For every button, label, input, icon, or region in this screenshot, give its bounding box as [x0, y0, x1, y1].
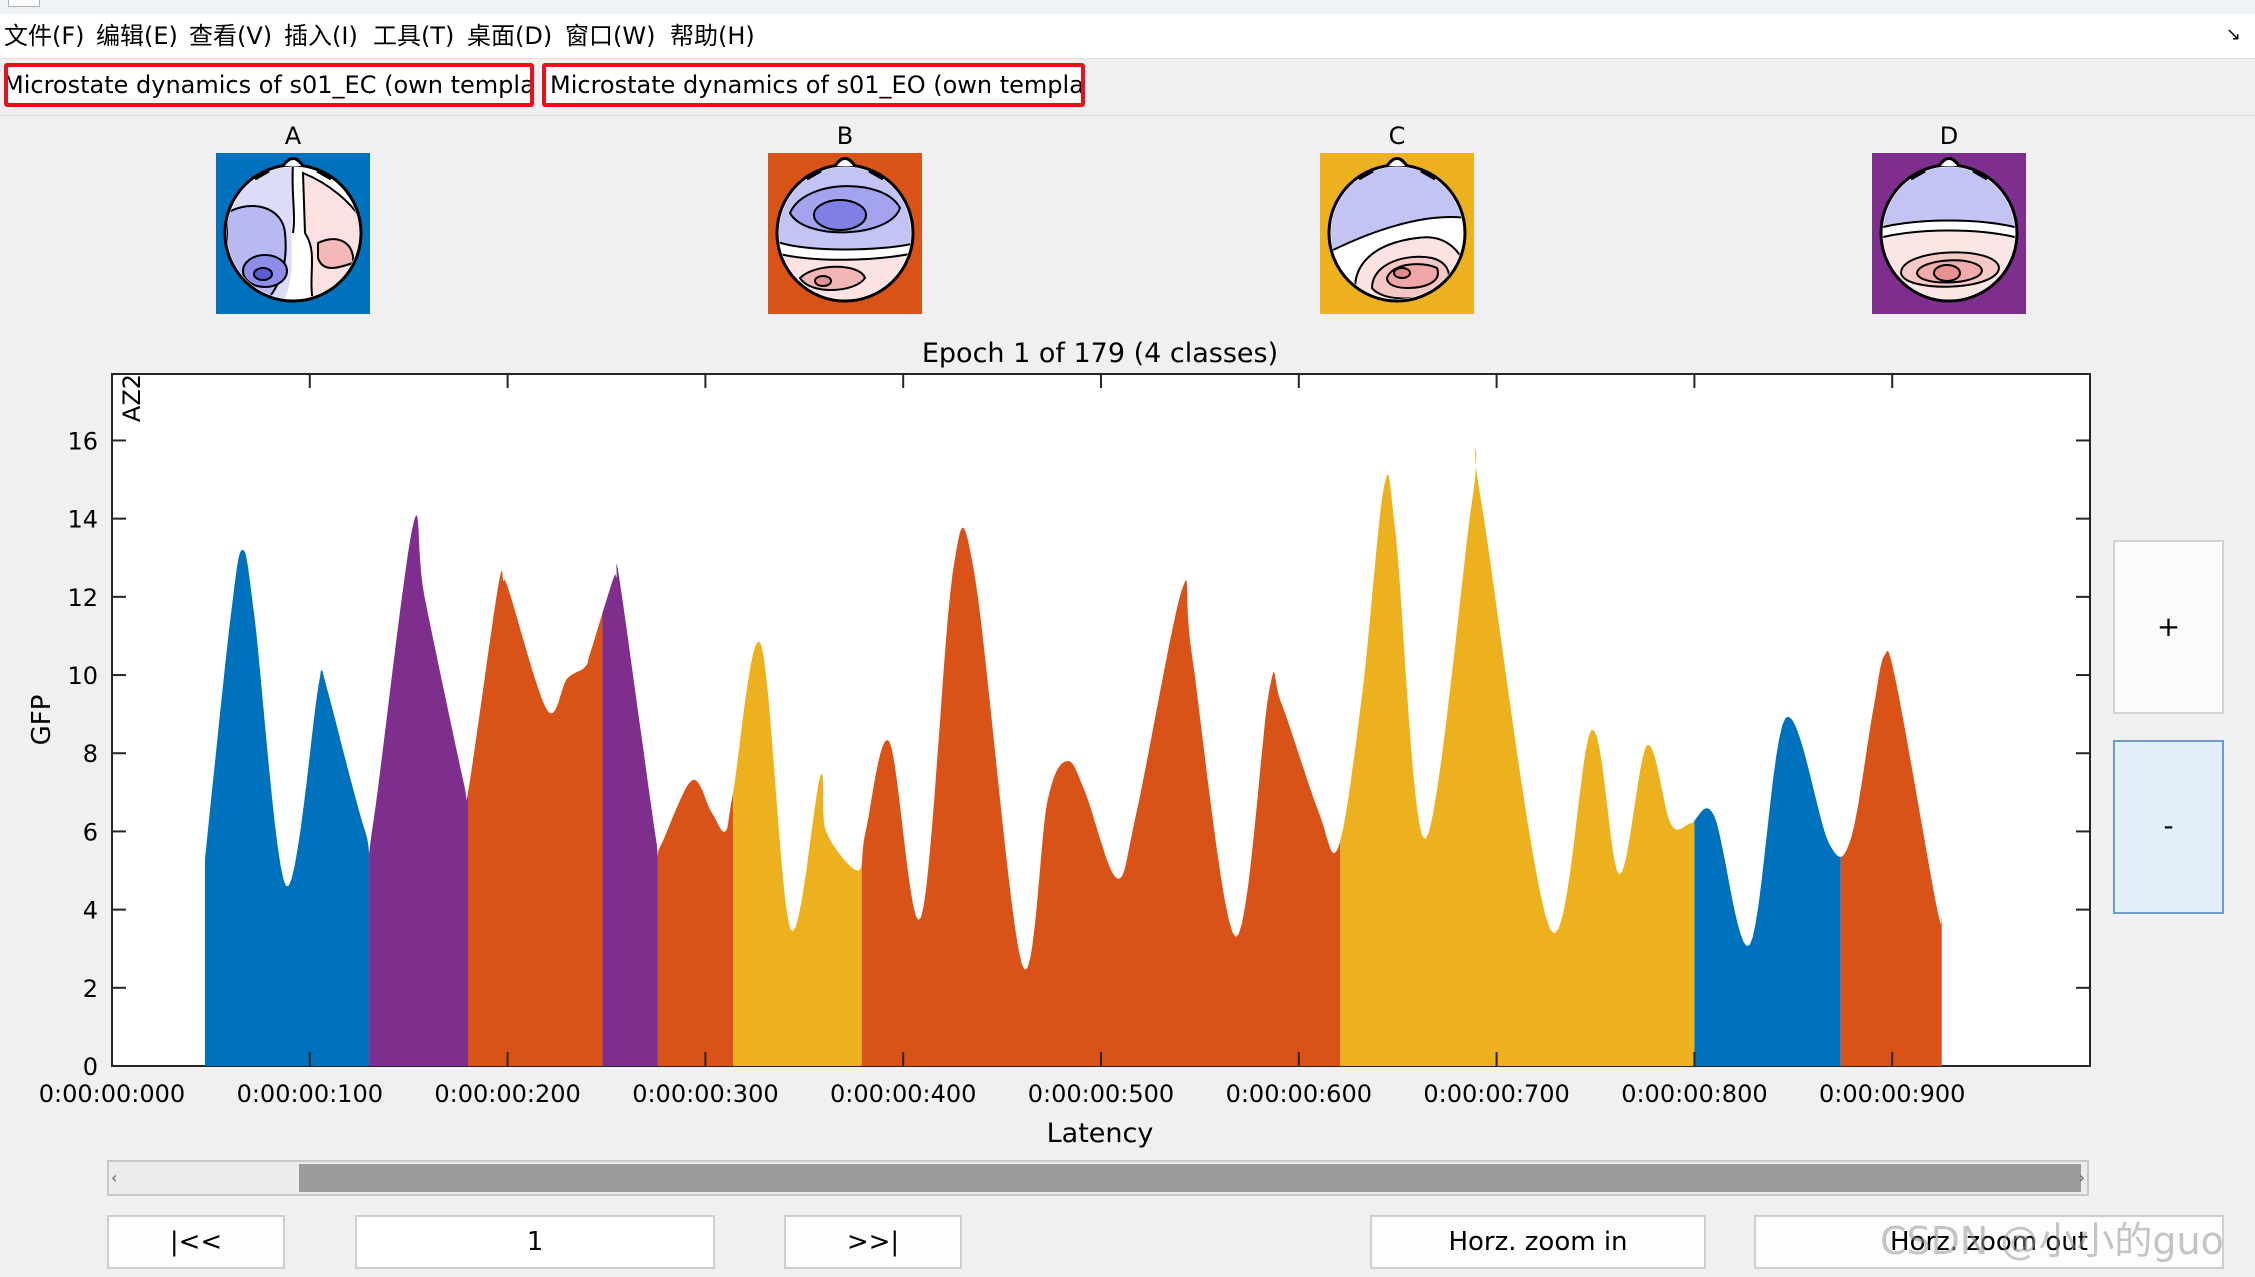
microstate-map-d: D: [1872, 122, 2026, 314]
map-label: A: [285, 122, 302, 150]
dock-arrow-icon[interactable]: ↘: [2225, 24, 2241, 45]
y-tick-label: 8: [83, 740, 98, 768]
gfp-segment-b: [861, 527, 1341, 1066]
head-topomap: [775, 157, 915, 303]
y-tick-label: 16: [67, 427, 98, 455]
microstate-map-b: B: [768, 122, 922, 314]
first-epoch-button[interactable]: |<<: [107, 1215, 285, 1269]
gfp-segment-a: [1694, 716, 1841, 1066]
menu-file[interactable]: 文件(F): [4, 22, 85, 50]
horizontal-zoom-out-button[interactable]: Horz. zoom out: [1754, 1215, 2224, 1269]
head-topomap: [1879, 157, 2019, 303]
plot-title: Epoch 1 of 179 (4 classes): [922, 338, 1278, 369]
tab-s01-ec[interactable]: Microstate dynamics of s01_EC (own templ…: [4, 63, 534, 107]
y-axis-label: GFP: [27, 695, 57, 746]
vertical-zoom-in-button[interactable]: +: [2113, 540, 2224, 714]
map-label: B: [837, 122, 853, 150]
x-tick-label: 0:00:00:200: [434, 1080, 580, 1108]
menu-view[interactable]: 查看(V): [189, 22, 273, 50]
x-tick-label: 0:00:00:600: [1226, 1080, 1372, 1108]
x-tick-label: 0:00:00:100: [237, 1080, 383, 1108]
window-icon: [8, 0, 40, 7]
menu-window[interactable]: 窗口(W): [565, 22, 656, 50]
y-tick-label: 10: [67, 662, 98, 690]
last-epoch-button[interactable]: >>|: [784, 1215, 962, 1269]
map-label: C: [1389, 122, 1406, 150]
horizontal-zoom-in-button[interactable]: Horz. zoom in: [1370, 1215, 1706, 1269]
microstate-map-c: C: [1320, 122, 1474, 314]
head-topomap: [1327, 157, 1467, 303]
gfp-segment-a: [205, 549, 370, 1066]
scroll-left-icon[interactable]: ‹: [111, 1168, 118, 1187]
corner-label: AZ2: [118, 374, 146, 422]
menu-edit[interactable]: 编辑(E): [96, 22, 178, 50]
gfp-segment-b: [657, 779, 734, 1066]
tab-s01-eo[interactable]: Microstate dynamics of s01_EO (own templ…: [542, 63, 1085, 107]
y-tick-label: 2: [83, 975, 98, 1003]
x-axis-label: Latency: [1047, 1118, 1154, 1149]
gfp-segment-d: [369, 515, 468, 1066]
y-tick-label: 0: [83, 1053, 98, 1081]
microstate-figure: A B: [27, 122, 2091, 1149]
x-tick-label: 0:00:00:300: [632, 1080, 778, 1108]
menu-bar: 文件(F) 编辑(E) 查看(V) 插入(I) 工具(T) 桌面(D) 窗口(W…: [0, 14, 2255, 59]
head-topomap: [223, 157, 363, 303]
menu-tools[interactable]: 工具(T): [373, 22, 455, 50]
menu-desktop[interactable]: 桌面(D): [467, 22, 553, 50]
window-title-strip: [0, 0, 2255, 14]
map-label: D: [1940, 122, 1958, 150]
gfp-area-series: [205, 448, 1942, 1066]
y-tick-label: 6: [83, 818, 98, 846]
y-axis: 0 2 4 6 8 10 12 14 16: [67, 427, 2090, 1081]
x-tick-label: 0:00:00:400: [830, 1080, 976, 1108]
gfp-segment-d: [602, 563, 658, 1066]
gfp-segment-c: [733, 641, 862, 1066]
gfp-segment-b: [468, 570, 603, 1066]
menu-help[interactable]: 帮助(H): [670, 22, 755, 50]
x-tick-label: 0:00:00:800: [1621, 1080, 1767, 1108]
scroll-right-icon[interactable]: ›: [2078, 1168, 2085, 1187]
menu-insert[interactable]: 插入(I): [284, 22, 358, 50]
scrollbar-thumb[interactable]: [299, 1164, 2081, 1192]
epoch-number-field[interactable]: 1: [355, 1215, 715, 1269]
x-tick-label: 0:00:00:000: [39, 1080, 185, 1108]
gfp-segment-b: [1840, 651, 1942, 1066]
y-tick-label: 14: [67, 506, 98, 534]
x-axis: 0:00:00:000 0:00:00:100 0:00:00:200 0:00:00…: [39, 374, 1965, 1108]
microstate-map-a: A: [216, 122, 370, 314]
tab-bar: Microstate dynamics of s01_EC (own templ…: [0, 59, 2255, 116]
y-tick-label: 12: [67, 584, 98, 612]
x-tick-label: 0:00:00:700: [1423, 1080, 1569, 1108]
gfp-segment-c: [1340, 448, 1695, 1066]
x-tick-label: 0:00:00:500: [1028, 1080, 1174, 1108]
epoch-scrollbar[interactable]: ‹ ›: [107, 1160, 2089, 1196]
x-tick-label: 0:00:00:900: [1819, 1080, 1965, 1108]
y-tick-label: 4: [83, 897, 98, 925]
vertical-zoom-out-button[interactable]: -: [2113, 740, 2224, 914]
